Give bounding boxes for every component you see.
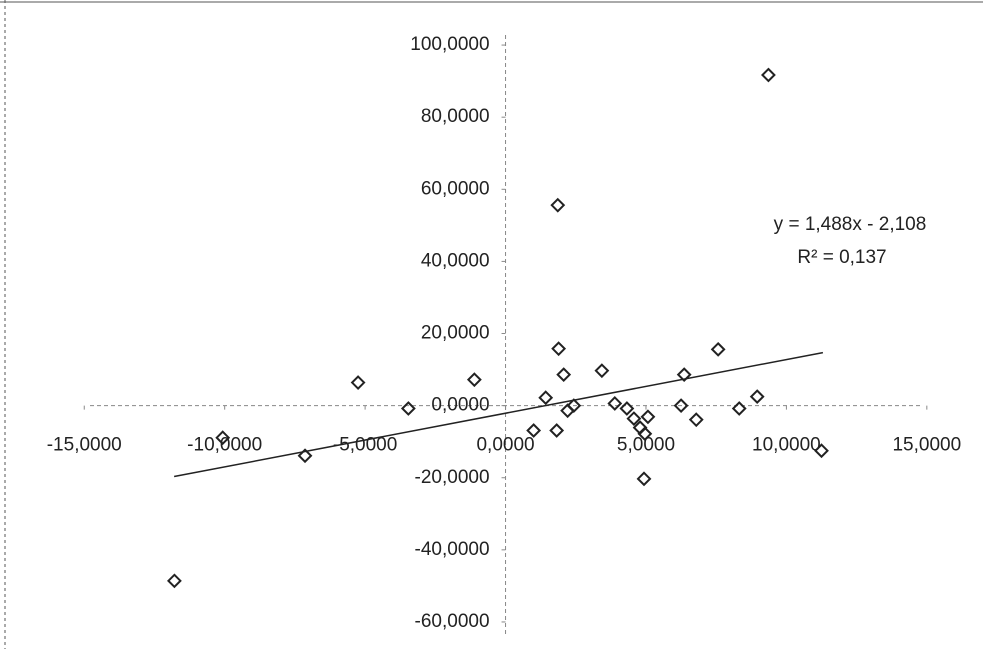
point xyxy=(402,403,414,415)
point xyxy=(168,575,180,587)
point xyxy=(762,69,774,81)
point xyxy=(621,403,633,415)
x-tick-label: -15,0000 xyxy=(47,435,122,456)
y-tick-label: 20,0000 xyxy=(421,323,490,344)
point xyxy=(690,414,702,426)
y-tick-label: -40,0000 xyxy=(415,539,490,560)
point xyxy=(712,343,724,355)
point xyxy=(638,473,650,485)
point xyxy=(468,374,480,386)
point xyxy=(551,425,563,437)
point xyxy=(733,403,745,415)
chart: y = 1,488x - 2,108 R² = 0,137 -60,0000 -4… xyxy=(0,0,983,649)
point xyxy=(540,392,552,404)
y-tick-label: -20,0000 xyxy=(415,467,490,488)
x-tick-label: -5,0000 xyxy=(333,435,397,456)
trend-equation: y = 1,488x - 2,108 xyxy=(774,214,927,235)
x-tick-label: 15,0000 xyxy=(892,435,961,456)
point xyxy=(751,391,763,403)
point xyxy=(609,397,621,409)
point xyxy=(352,377,364,389)
point xyxy=(552,199,564,211)
point xyxy=(596,365,608,377)
x-tick-label: -10,0000 xyxy=(187,435,262,456)
trend-r2: R² = 0,137 xyxy=(797,247,886,268)
y-tick-label: 0,0000 xyxy=(431,395,489,416)
x-tick-label: 10,0000 xyxy=(752,435,821,456)
y-tick-label: 80,0000 xyxy=(421,106,490,127)
y-tick-label: -60,0000 xyxy=(415,611,490,632)
y-tick-label: 60,0000 xyxy=(421,178,490,199)
point xyxy=(642,411,654,423)
trendline xyxy=(174,353,823,477)
point xyxy=(553,343,565,355)
point xyxy=(558,369,570,381)
x-tick-label: 0,0000 xyxy=(476,435,534,456)
y-tick-label: 100,0000 xyxy=(410,34,489,55)
y-tick-label: 40,0000 xyxy=(421,250,490,271)
